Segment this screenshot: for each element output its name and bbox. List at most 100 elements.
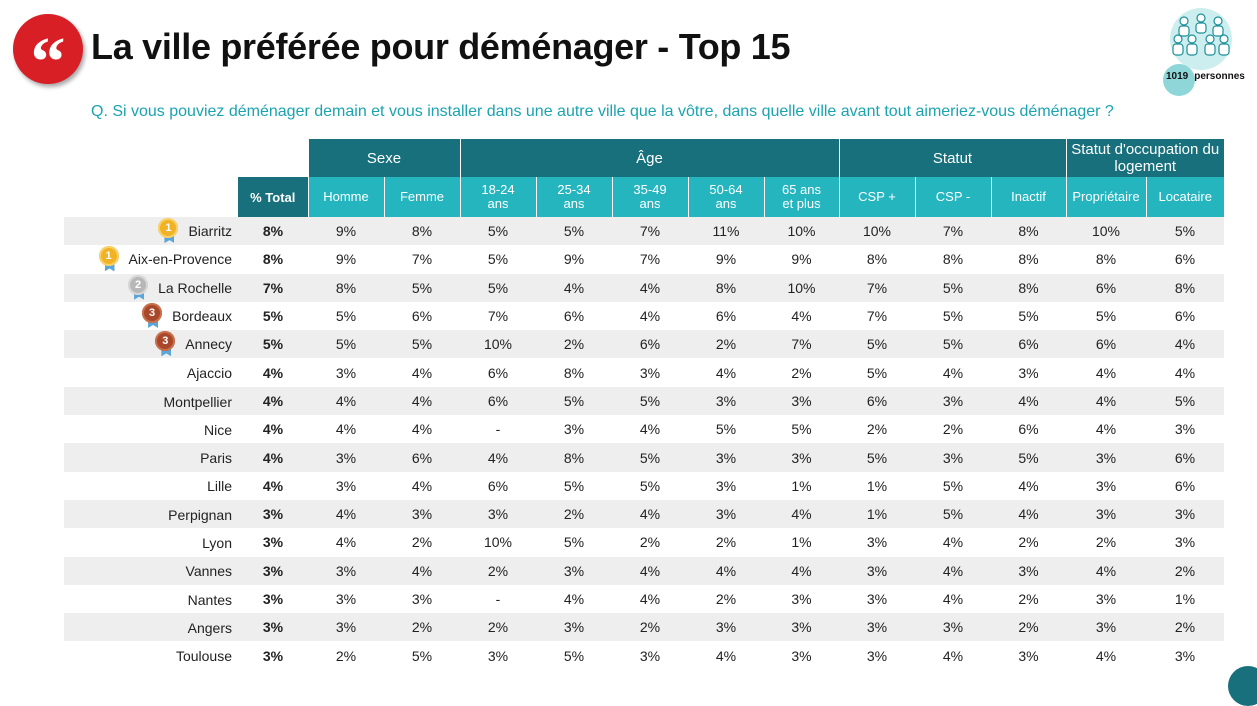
value-cell: 3% [791,591,812,607]
column-header-homme: Homme [307,177,384,217]
value-cell: 8% [991,217,1066,246]
value-cell: 3% [791,647,812,664]
value-cell: 1% [791,477,812,494]
value-cell: 7% [915,217,991,246]
value-cell: 3% [688,613,764,642]
value-cell: 4% [1095,647,1117,664]
medal-ribbon [148,318,159,329]
value-cell: 5% [839,330,915,359]
city-cell: 2 La Rochelle [64,273,238,302]
table-row: Lille 4% 3% 4% 6% 5% 5% 3% 1% 1% 5% 4% 3% 6% [64,472,1224,500]
value-cell: 9% [715,251,737,268]
value-cell: 3% [536,613,612,642]
value-cell: 3% [1066,499,1146,529]
quote-glyph: “ [30,24,66,101]
value-cell: 4% [991,499,1066,529]
value-cell: 8% [1018,251,1039,268]
value-cell: 5% [715,421,737,438]
value-cell: 5% [308,330,384,359]
value-cell: 3% [1174,421,1196,438]
value-cell: 3% [764,613,839,642]
value-cell: 4% [411,364,433,381]
city-name: La Rochelle [158,279,232,296]
table-row: Montpellier 4% 4% 4% 6% 5% 5% 3% 3% 6% 3% 4% 4% 5% [64,386,1224,416]
value-cell: 4% [991,386,1066,416]
value-cell: 3% [308,556,384,585]
value-cell: 4% [384,386,460,416]
value-cell: 8% [384,217,460,246]
city-cell: Vannes [64,556,238,585]
value-cell: 4% [411,477,433,494]
value-cell: 6% [991,330,1066,359]
value-cell: 4% [308,499,384,529]
medal-ribbon [161,346,172,357]
value-cell: 8% [308,273,384,302]
value-cell: 3% [915,443,991,472]
value-cell: 3% [460,499,536,529]
value-cell: 2% [536,499,612,529]
group-header-row: Sexe Âge Statut Statut d'occupation du l… [64,139,1224,177]
table-row: Ajaccio 4% 3% 4% 6% 8% 3% 4% 2% 5% 4% 3% 4% 4% [64,358,1224,386]
city-cell: Angers [64,613,238,642]
value-cell: 5% [612,443,688,472]
value-cell: 3% [1066,443,1146,472]
value-cell: 4% [612,499,688,529]
value-cell: 4% [639,421,661,438]
medal-ribbon [164,233,175,244]
city-name: Paris [200,450,232,467]
value-cell: 5% [460,273,536,302]
city-cell: Nantes [64,585,238,613]
value-cell: 3% [384,499,460,529]
value-cell: 4% [715,364,737,381]
value-cell: 9% [563,251,585,268]
group-header-logement: Statut d'occupation du logement [1065,139,1224,177]
value-cell: 7% [487,308,509,325]
medal-rank: 1 [158,218,179,239]
medal-ribbon [134,289,145,300]
column-header-18-24-ans: 18-24 ans [459,177,536,217]
value-cell: 4% [335,534,357,551]
value-cell: 3% [866,647,888,664]
city-name: Annecy [185,336,232,353]
value-cell: 8% [942,251,964,268]
city-cell: 1 Aix-en-Provence [64,245,238,273]
value-cell: 7% [866,308,888,325]
column-header-femme: Femme [383,177,460,217]
value-cell: 3% [1095,477,1117,494]
value-cell: 3% [536,556,612,585]
value-cell: 3% [335,364,357,381]
value-cell: 11% [688,217,764,246]
value-cell: 4% [1146,330,1224,359]
value-cell: 3% [639,647,661,664]
total-cell: 3% [238,556,308,585]
city-name: Montpellier [163,393,232,410]
value-cell: 3% [1066,613,1146,642]
table-row: Nantes 3% 3% 3% - 4% 4% 2% 3% 3% 4% 2% 3% 1% [64,585,1224,613]
value-cell: 5% [839,443,915,472]
value-cell: 4% [942,591,964,607]
value-cell: 6% [1018,421,1039,438]
value-cell: 3% [915,613,991,642]
column-header-50-64-ans: 50-64 ans [687,177,764,217]
value-cell: 5% [460,217,536,246]
value-cell: 1% [839,499,915,529]
value-cell: 5% [915,499,991,529]
value-cell: 6% [715,308,737,325]
value-cell: 6% [460,386,536,416]
sample-count-label: personnes [1194,71,1245,82]
column-header-label: 50-64 ans [709,182,743,211]
column-header-csp-: CSP - [914,177,991,217]
column-header-row: % Total Homme Femme 18-24 ans 25-34 ans 35-4… [64,177,1224,217]
value-cell: 4% [639,308,661,325]
value-cell: 4% [764,499,839,529]
value-cell: 3% [335,591,357,607]
table-row: Toulouse 3% 2% 5% 3% 5% 3% 4% 3% 3% 4% 3% 4% 3% [64,641,1224,669]
medal-ribbon [104,261,115,272]
value-cell: 10% [483,534,513,551]
total-cell: 3% [262,647,284,664]
value-cell: 4% [1095,364,1117,381]
value-cell: 10% [1066,217,1146,246]
value-cell: 3% [688,443,764,472]
value-cell: 6% [487,364,509,381]
total-cell: 4% [238,386,308,416]
